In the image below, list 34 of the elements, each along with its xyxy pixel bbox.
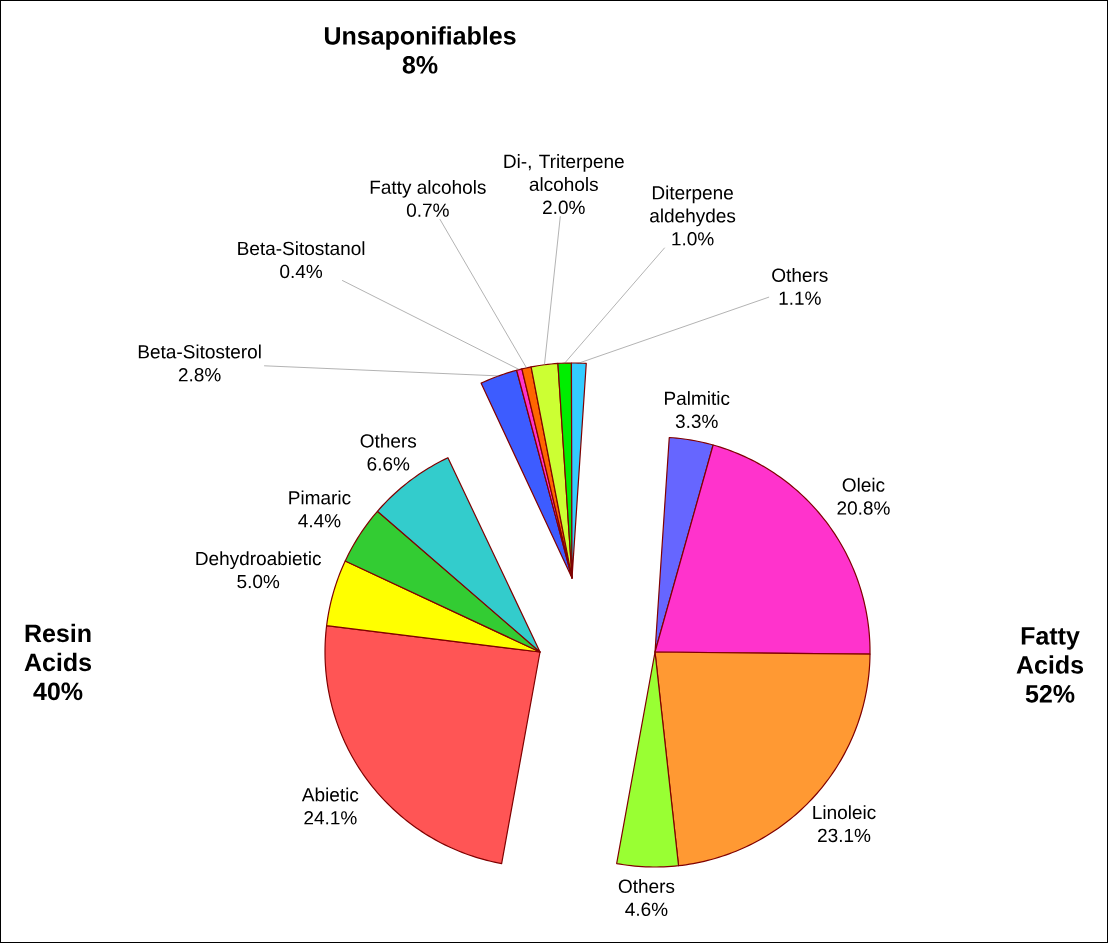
slice-label: Fatty alcohols xyxy=(370,179,486,198)
data-label: 5.0% xyxy=(237,574,280,589)
data-label: 2.8% xyxy=(178,368,221,382)
slice-label: Others xyxy=(618,879,675,894)
data-label: 20.8% xyxy=(837,501,890,515)
data-label: 1.0% xyxy=(672,232,714,246)
slice-label: Di-, Triterpene alcohols xyxy=(504,154,624,192)
slice-label: Linoleic xyxy=(813,805,876,820)
data-label: 24.1% xyxy=(304,811,357,825)
slice-label: Palmitic xyxy=(665,391,730,406)
chart-subtitle: 8% xyxy=(402,55,438,74)
text: 52% xyxy=(1025,685,1075,703)
slice-label: Dehydroabietic xyxy=(196,551,322,570)
data-label: 0.4% xyxy=(280,264,323,279)
chart-title: Unsaponifiables xyxy=(324,26,516,50)
data-label: 4.6% xyxy=(625,902,668,917)
text: Resin Acids xyxy=(24,623,92,672)
text: Fatty Acids xyxy=(1016,627,1084,674)
slice-label: Beta-Sitosterol xyxy=(138,344,261,359)
slice-label: Beta-Sitostanol xyxy=(238,241,365,256)
slice-label: Others xyxy=(360,433,417,448)
data-label: 4.4% xyxy=(298,514,341,528)
text: 40% xyxy=(33,682,83,701)
data-label: 6.6% xyxy=(367,457,410,471)
data-label: 23.1% xyxy=(818,828,871,843)
data-label: 0.7% xyxy=(406,203,449,217)
data-label: 3.3% xyxy=(675,414,718,429)
slice-label: Oleic xyxy=(842,477,885,492)
slice-label: Diterpene aldehydes xyxy=(650,185,736,227)
slice-label: Others xyxy=(772,268,828,282)
data-label: 2.0% xyxy=(543,200,585,215)
data-label: 1.1% xyxy=(779,291,821,305)
slice-label: Pimaric xyxy=(289,490,351,505)
slice-label: Abietic xyxy=(301,787,359,802)
